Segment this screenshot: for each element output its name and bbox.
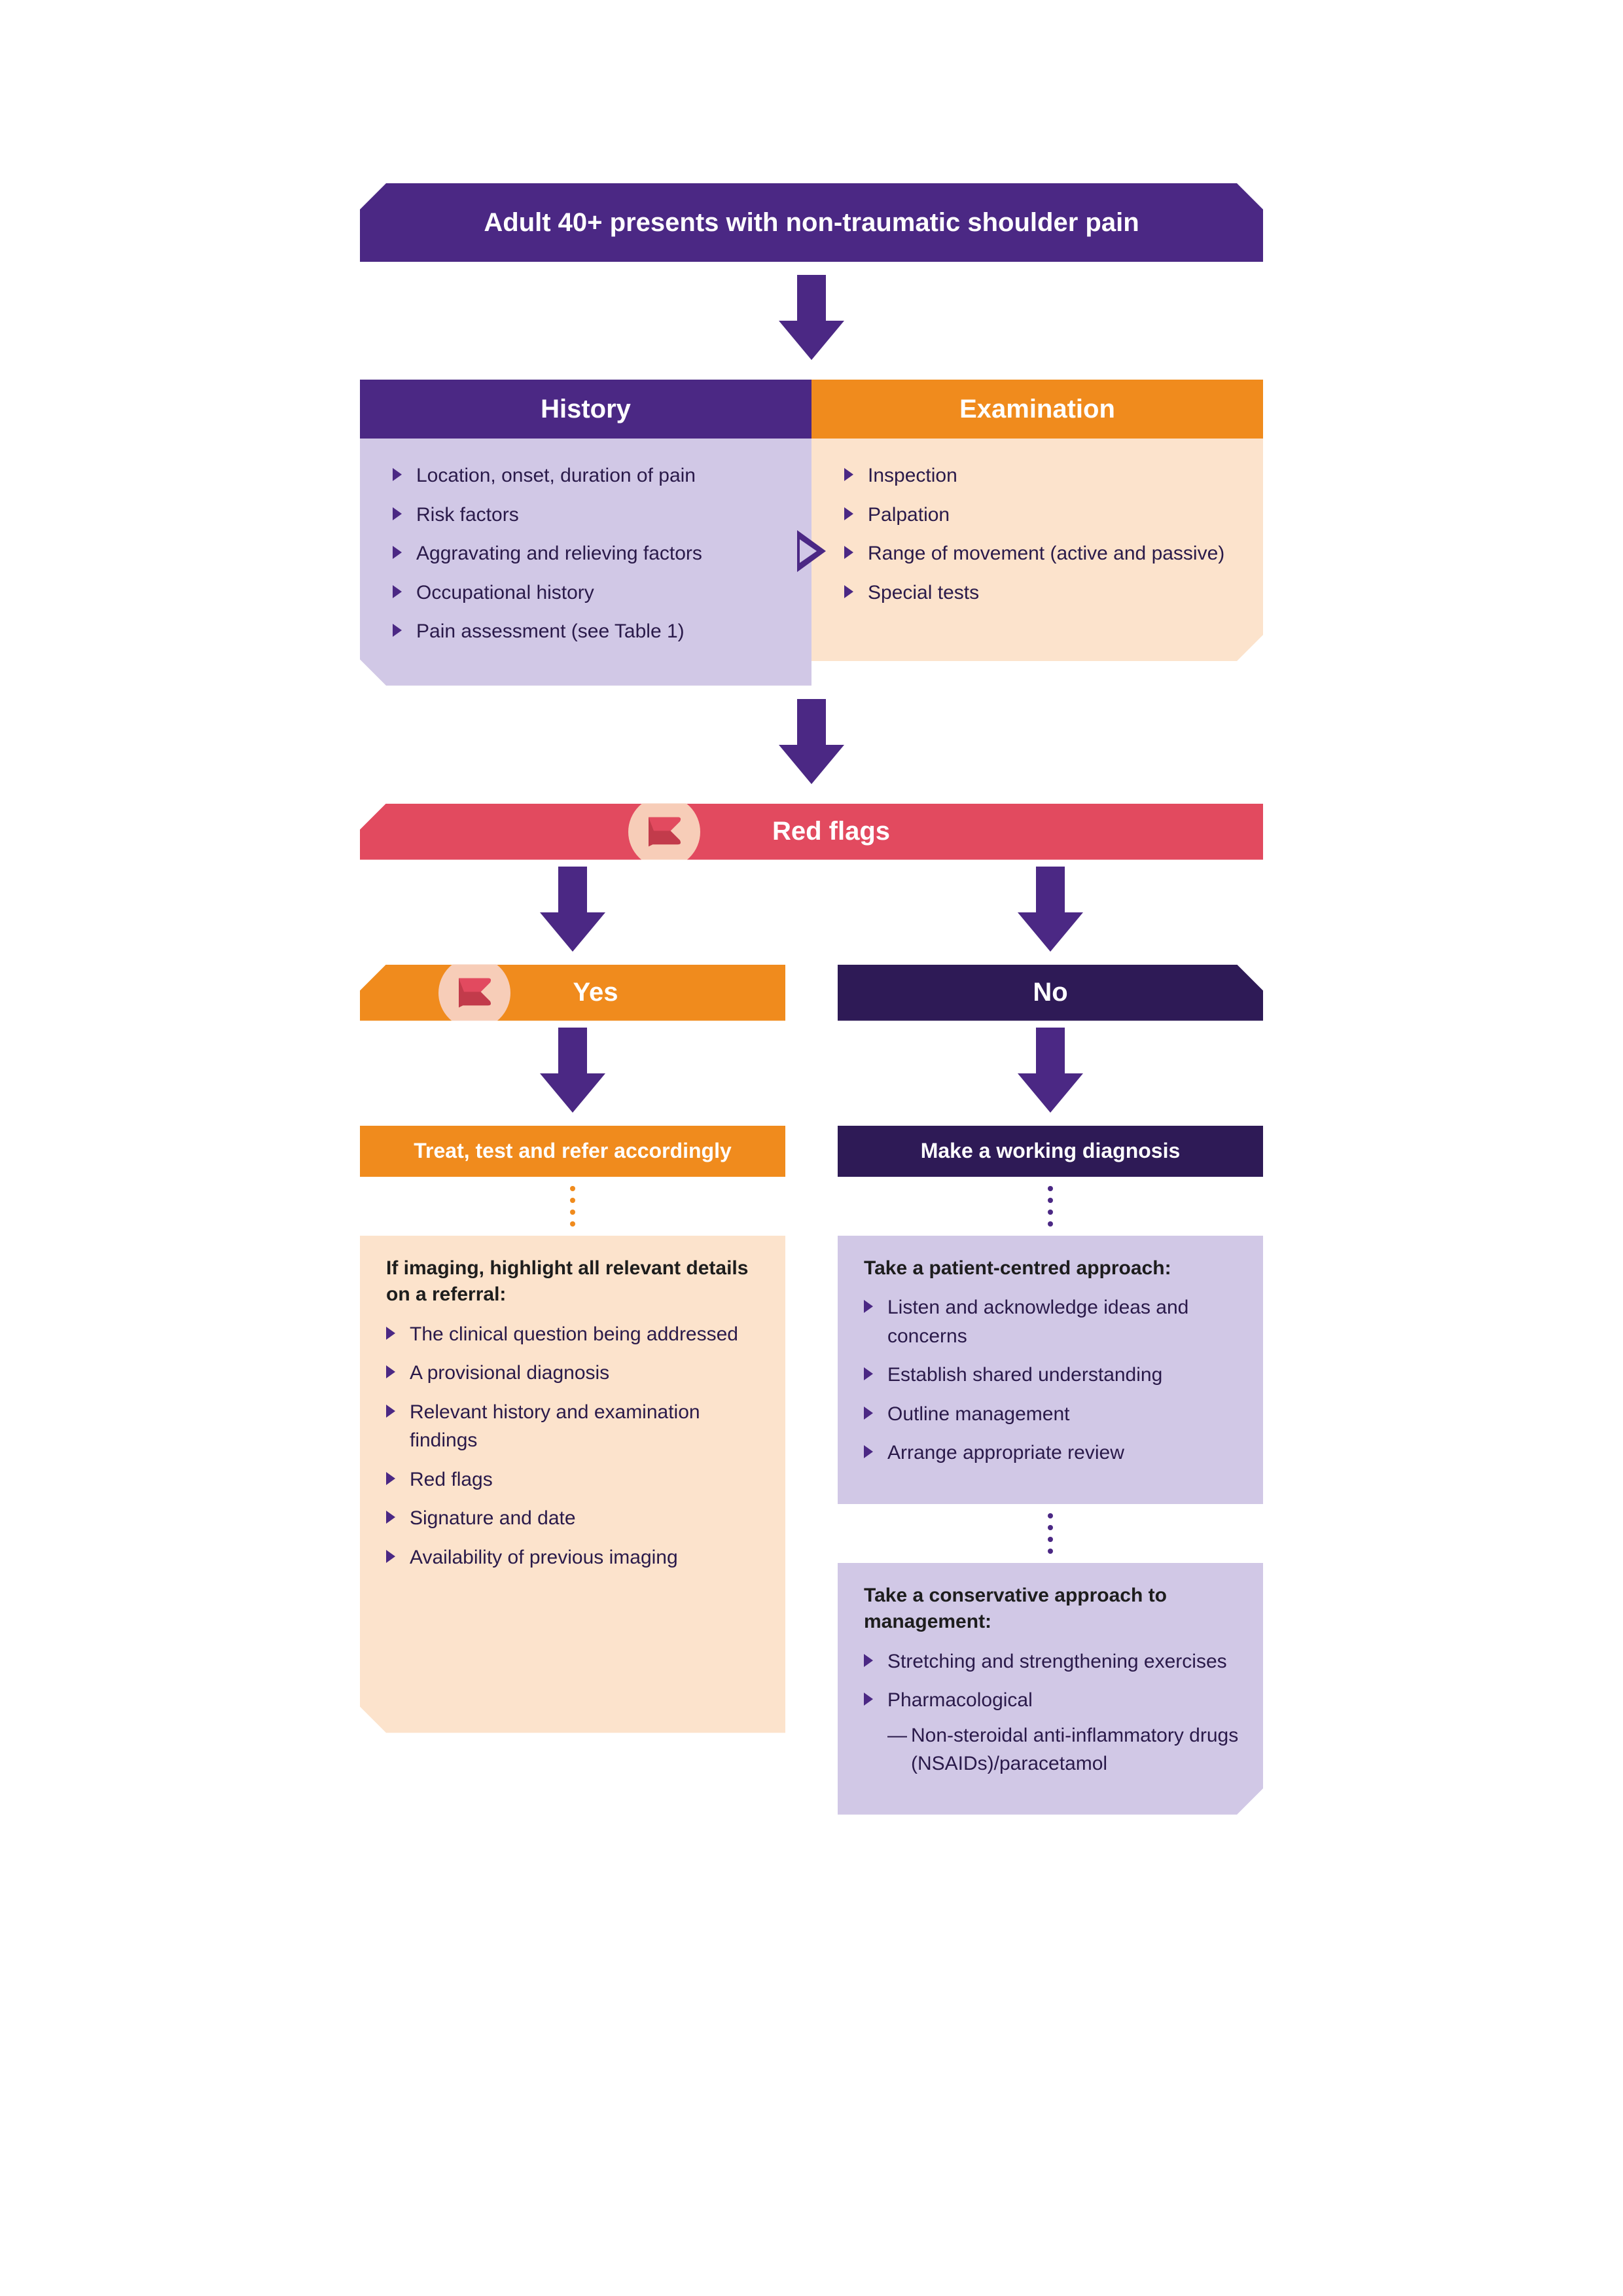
list-item: Relevant history and examination finding… <box>386 1398 762 1455</box>
branch-arrows-2 <box>360 1028 1263 1113</box>
no-panel1-list: Listen and acknowledge ideas and concern… <box>864 1293 1240 1467</box>
branch-arrows <box>360 867 1263 952</box>
history-list: Location, onset, duration of pain Risk f… <box>393 461 785 646</box>
list-subitem: Non-steroidal anti-inflammatory drugs (N… <box>887 1721 1240 1778</box>
no-action: Make a working diagnosis <box>838 1126 1263 1177</box>
list-item: Inspection <box>844 461 1237 490</box>
no-panel-1: Take a patient-centred approach: Listen … <box>838 1236 1263 1504</box>
list-item: Arrange appropriate review <box>864 1439 1240 1467</box>
list-item: Establish shared understanding <box>864 1361 1240 1390</box>
no-panel2-list: Stretching and strengthening exercises P… <box>864 1647 1240 1778</box>
list-item: Aggravating and relieving factors <box>393 539 785 568</box>
arrow-down-icon <box>553 867 592 952</box>
no-panel-2: Take a conservative approach to manageme… <box>838 1563 1263 1815</box>
red-flag-icon <box>438 957 510 1029</box>
top-banner: Adult 40+ presents with non-traumatic sh… <box>360 183 1263 262</box>
list-item: Listen and acknowledge ideas and concern… <box>864 1293 1240 1350</box>
list-item: Pain assessment (see Table 1) <box>393 617 785 646</box>
connector-dots <box>838 1504 1263 1563</box>
no-chip: No <box>838 965 1263 1021</box>
panel-lead: Take a conservative approach to manageme… <box>864 1583 1240 1636</box>
yes-panel: If imaging, highlight all relevant detai… <box>360 1236 785 1733</box>
yes-panel-list: The clinical question being addressed A … <box>386 1320 762 1572</box>
connector-dots <box>838 1177 1263 1236</box>
history-body: Location, onset, duration of pain Risk f… <box>360 439 812 686</box>
red-flags-bar: Red flags <box>360 804 1263 860</box>
yes-action: Treat, test and refer accordingly <box>360 1126 785 1177</box>
list-item: The clinical question being addressed <box>386 1320 762 1349</box>
arrow-down-icon <box>1031 1028 1070 1113</box>
history-header: History <box>360 380 812 439</box>
chevron-right-icon <box>797 530 826 572</box>
red-flags-label: Red flags <box>772 817 890 846</box>
action-row: Treat, test and refer accordingly If ima… <box>360 1126 1263 1815</box>
examination-header: Examination <box>812 380 1263 439</box>
arrow-down-icon <box>553 1028 592 1113</box>
list-item: Range of movement (active and passive) <box>844 539 1237 568</box>
examination-body: Inspection Palpation Range of movement (… <box>812 439 1263 661</box>
list-item: Location, onset, duration of pain <box>393 461 785 490</box>
list-item: Stretching and strengthening exercises <box>864 1647 1240 1676</box>
list-item: Outline management <box>864 1400 1240 1429</box>
arrow-down-icon <box>792 699 831 784</box>
examination-list: Inspection Palpation Range of movement (… <box>844 461 1237 607</box>
assessment-block: History Location, onset, duration of pai… <box>360 380 1263 686</box>
arrow-down-icon <box>1031 867 1070 952</box>
panel-lead: If imaging, highlight all relevant detai… <box>386 1255 762 1308</box>
yes-label: Yes <box>573 978 618 1007</box>
yes-chip: Yes <box>360 965 785 1021</box>
list-item: A provisional diagnosis <box>386 1359 762 1388</box>
flowchart: Adult 40+ presents with non-traumatic sh… <box>327 183 1296 1815</box>
arrow-down-icon <box>792 275 831 360</box>
list-item: Special tests <box>844 579 1237 607</box>
yes-no-row: Yes No <box>360 965 1263 1021</box>
red-flag-icon <box>628 796 700 868</box>
list-item: Red flags <box>386 1465 762 1494</box>
list-item: Occupational history <box>393 579 785 607</box>
list-item: Pharmacological Non-steroidal anti-inflam… <box>864 1686 1240 1778</box>
panel-lead: Take a patient-centred approach: <box>864 1255 1240 1282</box>
list-item: Risk factors <box>393 501 785 529</box>
list-item: Palpation <box>844 501 1237 529</box>
no-label: No <box>1033 978 1067 1007</box>
list-item-text: Pharmacological <box>887 1689 1033 1711</box>
list-item: Availability of previous imaging <box>386 1543 762 1572</box>
connector-dots <box>360 1177 785 1236</box>
top-banner-text: Adult 40+ presents with non-traumatic sh… <box>360 183 1263 262</box>
list-item: Signature and date <box>386 1504 762 1533</box>
